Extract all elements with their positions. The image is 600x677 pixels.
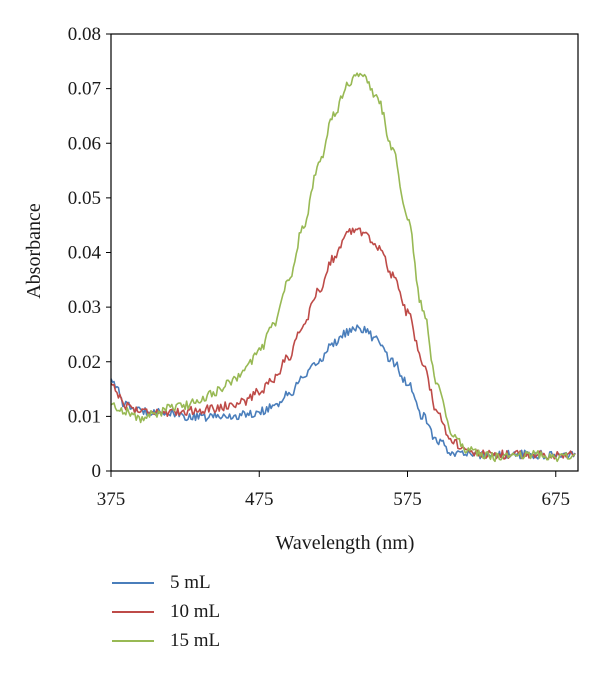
x-tick-label: 475 (245, 489, 274, 510)
legend-swatch-15ml (112, 639, 154, 642)
y-tick-label: 0.04 (68, 243, 102, 264)
x-tick-label: 675 (542, 489, 571, 510)
x-axis-label: Wavelength (nm) (276, 532, 415, 554)
legend-swatch-10ml (112, 610, 154, 613)
x-tick-label: 575 (393, 489, 422, 510)
y-tick-label: 0 (92, 461, 102, 482)
legend-label-10ml: 10 mL (170, 600, 221, 622)
y-tick-label: 0.08 (68, 24, 101, 45)
legend: 5 mL 10 mL 15 mL (112, 568, 220, 655)
plot-frame (110, 33, 579, 472)
y-tick-label: 0.07 (68, 79, 101, 100)
legend-item-5ml: 5 mL (112, 568, 220, 597)
absorbance-chart: 0 0.01 0.02 0.03 0.04 0.05 0.06 0.07 0.08 375 475… (23, 24, 579, 554)
y-tick-label: 0.05 (68, 188, 101, 209)
series-lines (110, 72, 576, 463)
legend-label-5ml: 5 mL (170, 571, 211, 593)
y-tick-label: 0.03 (68, 297, 101, 318)
y-axis-ticks: 0 0.01 0.02 0.03 0.04 0.05 0.06 0.07 0.08 (68, 24, 111, 482)
x-tick-label: 375 (97, 489, 126, 510)
legend-label-15ml: 15 mL (170, 629, 221, 651)
legend-swatch-5ml (112, 581, 154, 584)
y-tick-label: 0.02 (68, 352, 101, 373)
series-line-5ml (110, 324, 576, 460)
series-line-15ml (110, 72, 576, 463)
y-tick-label: 0.01 (68, 406, 101, 427)
series-line-10ml (110, 227, 576, 460)
y-axis-label: Absorbance (23, 203, 45, 299)
legend-item-15ml: 15 mL (112, 626, 220, 655)
legend-item-10ml: 10 mL (112, 597, 220, 626)
y-tick-label: 0.06 (68, 133, 101, 154)
x-axis-ticks: 375 475 575 675 (97, 471, 570, 510)
